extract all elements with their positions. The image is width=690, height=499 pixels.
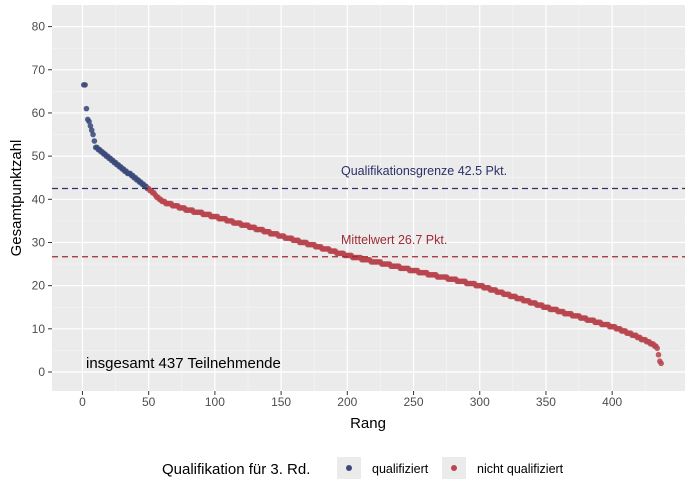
point-qualified [88,127,95,134]
y-tick-label: 40 [32,192,46,206]
legend-title: Qualifikation für 3. Rd. [162,461,310,478]
point-qualified [90,131,96,138]
x-tick-label: 250 [404,395,424,409]
y-tick-label: 70 [32,63,46,77]
point-qualified [83,105,90,112]
x-tick-label: 150 [271,395,291,409]
y-axis-title: Gesamtpunktzahl [8,140,25,257]
panel-background [52,5,685,391]
axis-ticks: 0 50 100 150 200 250 300 350 400 0 10 20 30 40 50 60 70 8… [32,20,623,409]
y-tick-label: 30 [32,235,46,249]
point-not-qualified [654,345,660,352]
x-axis-title: Rang [350,415,386,432]
qualification-line-label: Qualifikationsgrenze 42.5 Pkt. [341,164,507,178]
x-tick-label: 200 [337,395,357,409]
y-tick-label: 10 [32,322,46,336]
point-qualified [87,123,94,129]
x-tick-label: 50 [142,395,156,409]
y-tick-label: 0 [38,365,45,379]
point-not-qualified [655,351,662,358]
data-points [80,82,664,367]
point-qualified [91,138,98,144]
legend-label-qualified: qualifiziert [372,462,429,476]
reference-lines [52,187,685,258]
x-tick-label: 350 [536,395,556,409]
x-tick-label: 400 [602,395,622,409]
x-tick-label: 0 [79,395,86,409]
x-tick-label: 300 [470,395,490,409]
total-annotation: insgesamt 437 Teilnehmende [86,355,281,372]
y-tick-label: 60 [32,106,46,120]
legend-label-not-qualified: nicht qualifiziert [477,462,564,476]
legend-marker-qualified [346,465,352,471]
y-tick-label: 80 [32,20,46,34]
y-tick-label: 20 [32,279,46,293]
point-qualified [82,82,88,88]
x-tick-label: 100 [205,395,225,409]
point-qualified [86,118,92,125]
point-not-qualified [658,360,664,367]
legend-marker-not-qualified [451,465,457,471]
legend: Qualifikation für 3. Rd. qualifiziert ni… [162,457,564,479]
mean-line-label: Mittelwert 26.7 Pkt. [341,233,447,247]
y-tick-label: 50 [32,149,46,163]
